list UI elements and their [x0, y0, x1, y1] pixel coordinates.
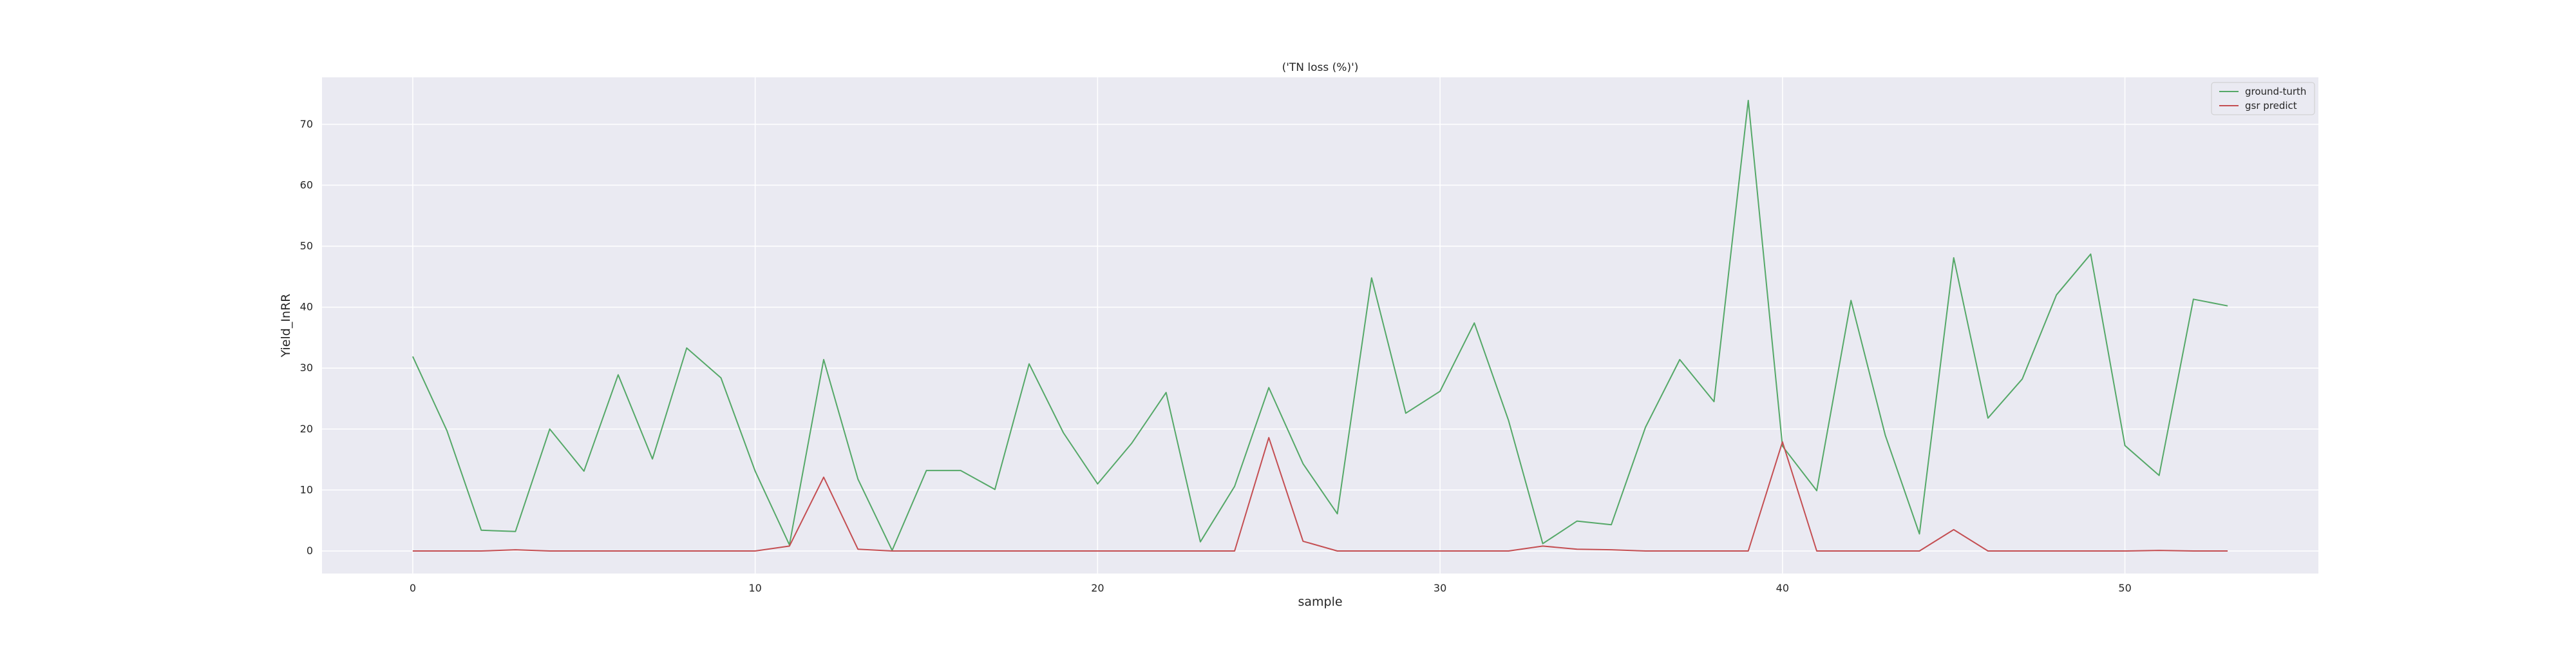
- series-line-gsr-predict: [412, 437, 2228, 552]
- series-line-ground-turth: [412, 99, 2228, 552]
- series-lines: [412, 99, 2228, 552]
- legend: ground-turth gsr predict: [2211, 82, 2315, 115]
- chart-title: ('TN loss (%)'): [1282, 61, 1359, 74]
- plot-area: [322, 77, 2318, 574]
- y-tick-label: 60: [300, 179, 313, 191]
- x-tick-label: 40: [1776, 582, 1789, 594]
- tick-labels: 0 10 20 30 40 50 0 10 20 30 40 50 60 70: [300, 118, 2132, 594]
- x-tick-label: 30: [1434, 582, 1446, 594]
- y-tick-label: 0: [307, 545, 313, 557]
- x-tick-label: 0: [410, 582, 416, 594]
- y-tick-label: 20: [300, 423, 313, 435]
- y-tick-label: 40: [300, 301, 313, 313]
- y-tick-label: 70: [300, 118, 313, 130]
- x-tick-label: 50: [2118, 582, 2131, 594]
- legend-label-gsr-predict: gsr predict: [2245, 100, 2297, 111]
- y-tick-label: 50: [300, 240, 313, 252]
- y-tick-label: 30: [300, 362, 313, 374]
- grid: [322, 77, 2318, 574]
- legend-label-ground-turth: ground-turth: [2245, 86, 2306, 97]
- y-axis-label: Yield_InRR: [279, 294, 293, 358]
- x-tick-label: 20: [1091, 582, 1104, 594]
- x-tick-label: 10: [748, 582, 761, 594]
- x-axis-label: sample: [1298, 595, 1342, 609]
- legend-box: [2211, 82, 2315, 115]
- y-tick-label: 10: [300, 483, 313, 496]
